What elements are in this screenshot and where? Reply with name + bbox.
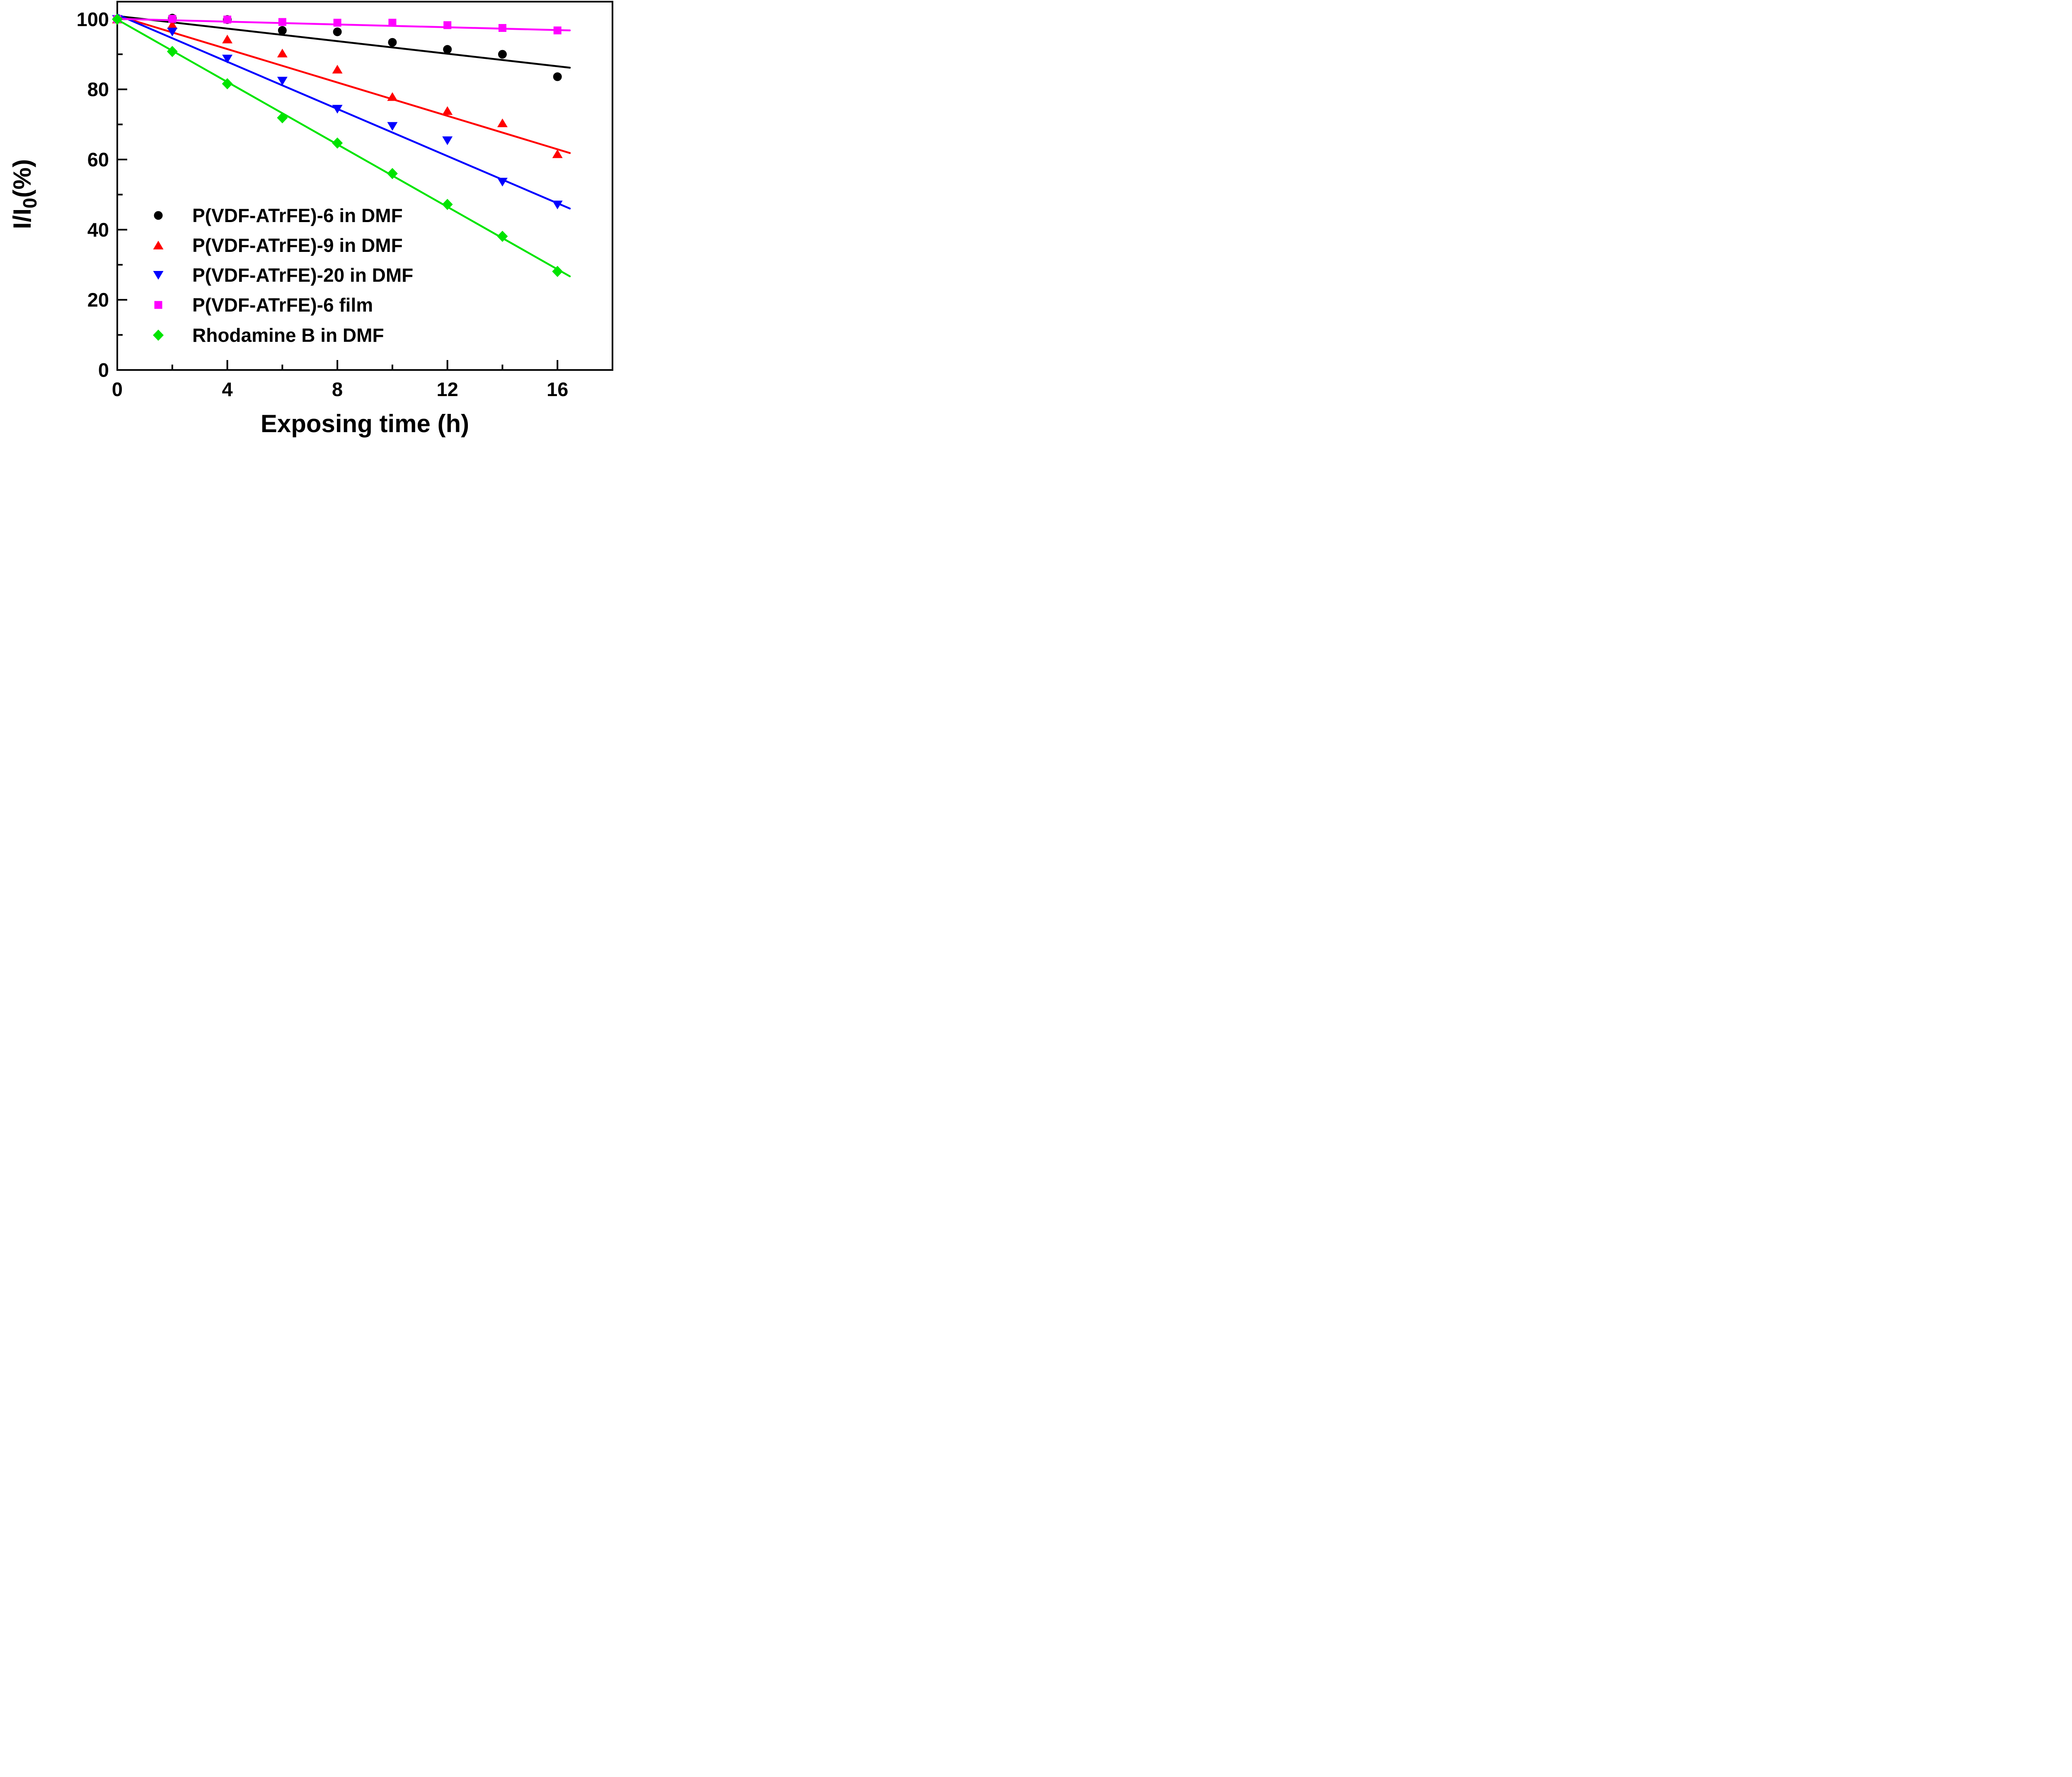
- x-axis-title: Exposing time (h): [261, 410, 469, 438]
- fit-line: [116, 18, 571, 31]
- fit-line: [116, 15, 571, 69]
- data-point-marker-diamond: [497, 230, 508, 242]
- data-point-marker-circle: [443, 45, 452, 54]
- data-point-marker-triangle-down: [277, 77, 288, 86]
- data-point-marker-circle: [498, 50, 507, 59]
- x-tick-label: 4: [222, 378, 232, 400]
- legend-label: P(VDF-ATrFE)-6 film: [192, 294, 373, 316]
- legend-item: P(VDF-ATrFE)-20 in DMF: [153, 264, 413, 286]
- data-point-marker-triangle-down: [167, 27, 178, 36]
- data-point-marker-circle: [278, 26, 287, 35]
- data-point-marker-triangle-up: [497, 118, 508, 127]
- y-tick-labels: 0 20 40 60 80 100: [77, 8, 109, 381]
- data-point-marker-triangle-up: [222, 34, 233, 44]
- data-point-marker-triangle-up: [167, 20, 178, 29]
- data-point-marker-square: [498, 24, 506, 32]
- y-tick-label: 100: [77, 8, 109, 30]
- chart-figure: 0 4 8 12 16 0 20 40 60 80 100 Exposing time (h) I/I0…: [0, 0, 614, 444]
- data-point-marker-triangle-down: [332, 105, 343, 114]
- data-point-marker-square: [443, 21, 452, 29]
- data-point-marker-triangle-down: [497, 178, 508, 187]
- data-point-marker-diamond: [112, 13, 123, 25]
- y-tick-label: 40: [87, 219, 109, 241]
- data-point-marker-triangle-down: [442, 136, 453, 145]
- data-point-marker-square: [168, 15, 177, 23]
- legend-item: P(VDF-ATrFE)-6 in DMF: [154, 205, 403, 226]
- data-point-marker-square: [333, 19, 341, 27]
- data-point-marker-diamond: [277, 112, 288, 123]
- legend-label: P(VDF-ATrFE)-9 in DMF: [192, 235, 403, 256]
- data-point-marker-diamond: [332, 137, 343, 149]
- data-point-marker-circle: [553, 72, 562, 81]
- series-p-vdf-atrfe-9-in-dmf: [112, 15, 571, 158]
- legend-item: P(VDF-ATrFE)-9 in DMF: [153, 235, 403, 256]
- series-p-vdf-atrfe-6-film: [113, 15, 571, 34]
- x-tick-labels: 0 4 8 12 16: [112, 378, 568, 400]
- y-tick-label: 60: [87, 149, 109, 171]
- data-point-marker-circle: [388, 38, 397, 47]
- legend-item: Rhodamine B in DMF: [153, 324, 384, 346]
- y-axis-title: I/I0(%): [8, 159, 41, 229]
- axis-ticks: [116, 18, 559, 371]
- x-tick-label: 12: [437, 378, 458, 400]
- data-point-marker-diamond: [552, 266, 563, 277]
- legend-label: P(VDF-ATrFE)-20 in DMF: [192, 264, 413, 286]
- y-tick-label: 20: [87, 289, 109, 311]
- y-tick-label: 0: [98, 359, 109, 381]
- photostability-chart: 0 4 8 12 16 0 20 40 60 80 100 Exposing time (h) I/I0…: [8, 1, 613, 438]
- data-point-marker-triangle-up: [552, 149, 563, 158]
- data-point-marker-diamond: [442, 198, 453, 210]
- fit-line: [116, 14, 571, 210]
- data-point-marker-triangle-down: [387, 122, 398, 131]
- series-rhodamine-b-in-dmf: [112, 13, 571, 278]
- data-point-marker-triangle-up: [387, 92, 398, 101]
- x-tick-label: 0: [112, 378, 123, 400]
- data-point-marker-triangle-down: [222, 55, 233, 64]
- data-point-marker-square: [553, 26, 562, 34]
- data-point-marker-circle: [333, 27, 342, 36]
- series-p-vdf-atrfe-20-in-dmf: [112, 14, 571, 210]
- data-point-marker-triangle-up: [277, 48, 288, 58]
- plot-frame: [116, 1, 613, 371]
- data-point-marker-square: [223, 15, 232, 24]
- fit-line: [116, 15, 571, 154]
- data-point-marker-triangle-down: [552, 201, 563, 210]
- x-tick-label: 16: [547, 378, 568, 400]
- data-point-marker-triangle-up: [153, 241, 164, 249]
- data-point-marker-square: [278, 18, 286, 26]
- data-point-marker-triangle-down: [153, 271, 164, 280]
- data-point-marker-triangle-up: [332, 65, 343, 74]
- legend-label: P(VDF-ATrFE)-6 in DMF: [192, 205, 403, 226]
- data-point-marker-square: [154, 301, 162, 309]
- legend: P(VDF-ATrFE)-6 in DMF P(VDF-ATrFE)-9 in D…: [153, 205, 413, 346]
- legend-item: P(VDF-ATrFE)-6 film: [154, 294, 373, 316]
- data-point-marker-circle: [154, 211, 163, 220]
- data-point-marker-triangle-up: [442, 106, 453, 115]
- data-point-marker-diamond: [153, 329, 164, 341]
- fit-line: [116, 18, 571, 278]
- data-point-marker-square: [388, 19, 397, 27]
- legend-label: Rhodamine B in DMF: [192, 324, 384, 346]
- x-tick-label: 8: [332, 378, 343, 400]
- data-point-marker-diamond: [387, 168, 398, 179]
- y-tick-label: 80: [87, 78, 109, 100]
- data-point-marker-diamond: [167, 46, 178, 57]
- data-point-marker-diamond: [222, 78, 233, 89]
